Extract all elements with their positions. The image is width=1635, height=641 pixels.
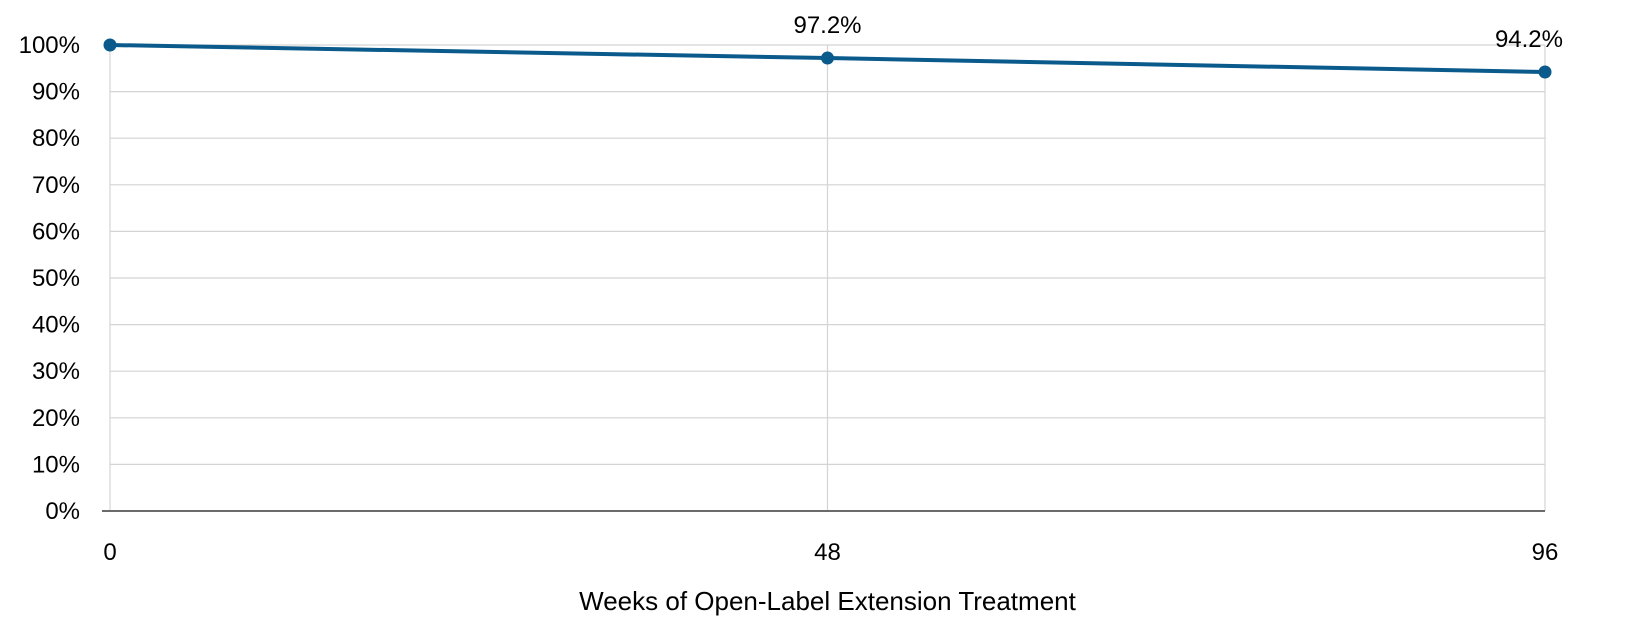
data-point (1538, 65, 1552, 79)
x-tick-label: 48 (814, 539, 841, 566)
y-tick-label: 80% (32, 125, 80, 152)
x-axis-title: Weeks of Open-Label Extension Treatment (579, 586, 1076, 616)
data-label: 97.2% (793, 12, 861, 39)
x-tick-label: 0 (103, 539, 116, 566)
x-tick-label: 96 (1532, 539, 1559, 566)
y-tick-label: 50% (32, 265, 80, 292)
y-tick-label: 100% (19, 32, 80, 59)
data-point (821, 51, 834, 65)
y-tick-label: 70% (32, 172, 80, 199)
series (103, 38, 1552, 79)
y-tick-label: 20% (32, 405, 80, 432)
y-tick-label: 0% (45, 498, 80, 525)
y-tick-label: 10% (32, 451, 80, 478)
y-tick-label: 40% (32, 312, 80, 339)
y-tick-label: 30% (32, 358, 80, 385)
data-label: 94.2% (1495, 26, 1563, 53)
y-tick-label: 60% (32, 218, 80, 245)
y-tick-label: 90% (32, 79, 80, 106)
gridlines (109, 44, 1546, 511)
labels: 0% 10% 20% 30% 40% 50% 60% 70% 80% 90% 100% 0 48 96 97… (19, 12, 1563, 566)
data-point (103, 38, 117, 52)
